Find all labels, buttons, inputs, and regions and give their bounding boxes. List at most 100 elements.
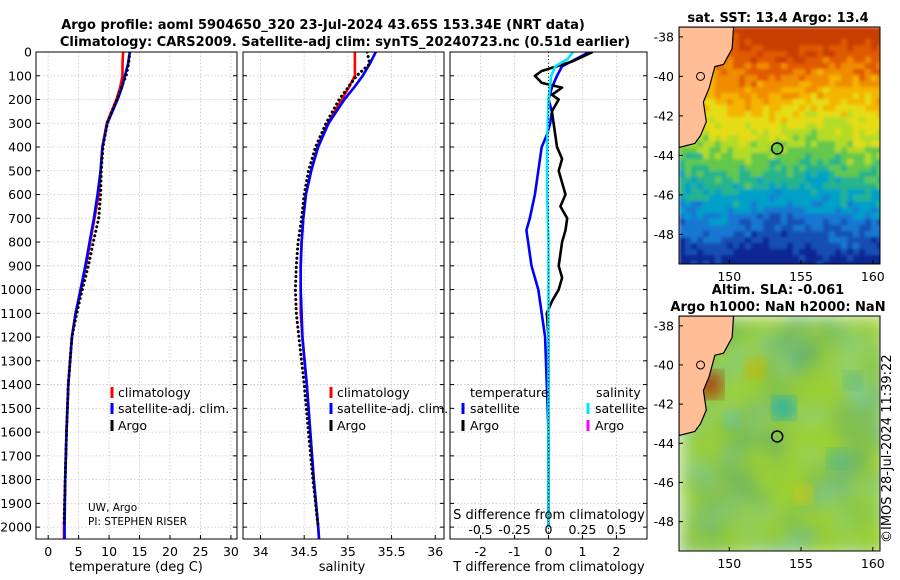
map-cell [695,452,704,461]
map-cell [799,171,806,178]
map-cell [743,508,752,517]
land-tasmania [679,27,735,149]
map-cell [807,348,816,357]
map-x-tick-label: 160 [861,556,885,571]
map-cell [733,27,740,34]
map-cell [719,460,728,469]
map-cell [759,380,768,389]
series-line-argo [293,52,372,529]
map-cell [767,548,776,551]
map-cell [727,147,734,154]
map-cell [783,372,792,381]
map-cell [759,324,768,333]
map-cell [831,540,840,549]
map-cell [847,225,854,232]
map-cell [847,316,856,325]
map-cell [769,159,776,166]
panel-background [243,52,444,539]
map-cell [745,33,752,40]
map-cell [739,45,746,52]
map-cell [807,388,816,397]
map-cell [695,508,704,517]
map-cell [871,81,878,88]
map-cell [847,436,856,445]
map-cell [769,231,776,238]
map-cell [871,201,878,208]
map-cell [685,237,692,244]
map-cell [871,444,880,453]
y-tick-label: 100 [8,68,32,83]
map-cell [739,213,746,220]
map-cell [855,324,864,333]
map-cell [767,540,776,549]
map-cell [769,183,776,190]
map-cell [767,324,776,333]
map-cell [783,540,792,549]
map-cell [745,63,752,70]
map-cell [823,183,830,190]
map-cell [859,165,866,172]
map-cell [787,135,794,142]
map-cell [775,380,784,389]
map-cell [839,372,848,381]
map-cell [769,81,776,88]
x-tick-label: 10 [101,544,117,559]
map-cell [711,436,720,445]
map-cell [721,159,728,166]
map-cell [829,51,836,58]
map-cell [691,219,698,226]
map-cell [751,189,758,196]
map-cell [767,396,776,405]
map-cell [817,93,824,100]
map-cell [757,255,764,262]
land-island [696,360,706,370]
map-cell [839,396,848,405]
map-cell [685,231,692,238]
map-cell [751,27,758,34]
map-cell [691,171,698,178]
map-cell [775,135,782,142]
figure-title-line1: Argo profile: aoml 5904650_320 23-Jul-20… [61,18,585,33]
map-cell [807,324,816,333]
map-cell [739,93,746,100]
map-cell [791,452,800,461]
map-cell [859,249,866,256]
map-cell [751,39,758,46]
map-cell [703,177,710,184]
map-cell [733,123,740,130]
map-cell [841,63,848,70]
map-cell [805,27,812,34]
map-cell [759,532,768,541]
map-cell [799,380,808,389]
map-cell [775,316,784,325]
map-cell [715,87,722,94]
map-cell [799,141,806,148]
map-cell [793,105,800,112]
map-cell [703,492,712,501]
map-cell [781,27,788,34]
map-cell [847,332,856,341]
map-cell [781,99,788,106]
map-cell [745,147,752,154]
map-cell [781,39,788,46]
map-cell [871,548,880,551]
map-cell [715,207,722,214]
map-cell [703,249,710,256]
map-cell [835,129,842,136]
map-cell [775,129,782,136]
map-cell [691,225,698,232]
map-cell [847,532,856,541]
map-cell [783,492,792,501]
map-cell [781,171,788,178]
map-cell [847,476,856,485]
map-cell [721,153,728,160]
map-cell [787,153,794,160]
map-cell [823,75,830,82]
map-cell [847,153,854,160]
map-cell [769,105,776,112]
map-cell [727,117,734,124]
map-cell [799,33,806,40]
map-cell [871,356,880,365]
map-cell [855,348,864,357]
map-cell [829,261,836,264]
